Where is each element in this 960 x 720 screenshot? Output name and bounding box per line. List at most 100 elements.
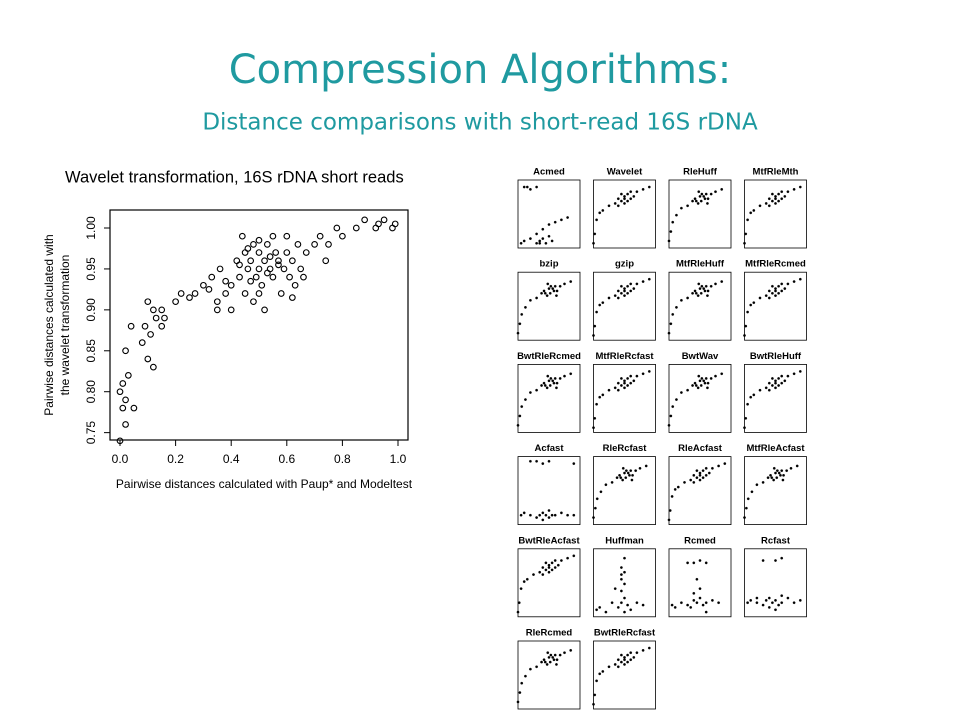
point bbox=[244, 265, 252, 273]
point bbox=[780, 381, 784, 385]
point bbox=[620, 291, 623, 295]
point bbox=[620, 653, 623, 657]
point bbox=[566, 216, 569, 219]
point bbox=[547, 656, 551, 659]
point bbox=[771, 291, 774, 295]
point bbox=[774, 381, 777, 385]
point bbox=[626, 653, 629, 657]
point bbox=[595, 310, 598, 314]
point bbox=[623, 471, 626, 475]
slide-title: Compression Algorithms: bbox=[229, 47, 731, 93]
panel-title: MtfRleRcfast bbox=[595, 351, 654, 362]
point bbox=[781, 478, 785, 482]
point bbox=[764, 599, 768, 602]
point bbox=[703, 289, 707, 293]
point bbox=[695, 601, 699, 605]
point bbox=[227, 306, 235, 314]
point bbox=[552, 289, 556, 293]
point bbox=[261, 306, 268, 314]
point bbox=[616, 388, 620, 392]
point bbox=[703, 197, 707, 201]
point bbox=[774, 599, 777, 602]
point bbox=[544, 561, 548, 565]
point bbox=[263, 241, 271, 248]
point bbox=[158, 306, 166, 314]
plot-frame bbox=[517, 179, 581, 249]
point bbox=[700, 377, 704, 380]
point bbox=[599, 490, 603, 494]
point bbox=[771, 192, 774, 196]
point bbox=[692, 474, 696, 477]
point bbox=[522, 580, 526, 583]
point bbox=[236, 273, 243, 281]
point bbox=[798, 277, 802, 281]
point bbox=[283, 249, 291, 256]
point bbox=[626, 192, 629, 196]
point bbox=[592, 334, 595, 337]
point bbox=[297, 265, 305, 273]
point bbox=[548, 384, 552, 387]
point bbox=[783, 195, 787, 198]
point bbox=[519, 241, 523, 245]
point bbox=[119, 380, 127, 387]
point bbox=[692, 599, 696, 602]
point bbox=[669, 322, 673, 326]
point bbox=[604, 610, 608, 614]
point bbox=[607, 665, 611, 669]
point bbox=[629, 282, 633, 286]
point bbox=[547, 563, 551, 567]
point bbox=[761, 481, 765, 484]
point bbox=[529, 237, 532, 240]
point bbox=[550, 568, 554, 572]
point bbox=[696, 386, 700, 390]
point bbox=[699, 199, 703, 203]
point bbox=[671, 220, 675, 224]
point bbox=[613, 202, 617, 205]
point bbox=[767, 388, 771, 392]
point bbox=[620, 601, 623, 605]
point bbox=[698, 596, 702, 600]
point bbox=[625, 469, 628, 473]
point bbox=[628, 474, 631, 477]
point bbox=[286, 273, 293, 281]
point bbox=[694, 384, 698, 387]
point bbox=[595, 497, 599, 501]
point bbox=[709, 284, 713, 288]
panel-title: Wavelet bbox=[607, 167, 643, 178]
point bbox=[691, 291, 694, 295]
point bbox=[616, 197, 620, 201]
point bbox=[535, 665, 538, 669]
point bbox=[144, 355, 152, 363]
point bbox=[553, 559, 557, 562]
point bbox=[623, 202, 626, 205]
point bbox=[569, 649, 573, 652]
point bbox=[546, 374, 550, 378]
point bbox=[667, 331, 671, 335]
point bbox=[670, 495, 674, 498]
point bbox=[524, 398, 527, 401]
point bbox=[116, 437, 124, 445]
point bbox=[572, 462, 576, 465]
point bbox=[680, 601, 683, 605]
point bbox=[275, 257, 282, 265]
point bbox=[714, 282, 717, 286]
point bbox=[150, 306, 157, 314]
point bbox=[699, 384, 703, 387]
point bbox=[623, 596, 626, 600]
point bbox=[535, 459, 538, 463]
point bbox=[255, 236, 263, 244]
point bbox=[538, 239, 542, 243]
point bbox=[555, 658, 559, 662]
plot-frame bbox=[593, 363, 656, 433]
plot-frame bbox=[668, 456, 732, 526]
plot-frame bbox=[744, 363, 807, 433]
plot-frame bbox=[109, 209, 409, 441]
point bbox=[767, 289, 771, 293]
point bbox=[613, 663, 617, 666]
y-tick-label: 1.00 bbox=[84, 216, 98, 240]
point bbox=[786, 282, 790, 286]
point bbox=[686, 388, 689, 392]
point bbox=[541, 227, 545, 231]
point bbox=[744, 232, 748, 236]
